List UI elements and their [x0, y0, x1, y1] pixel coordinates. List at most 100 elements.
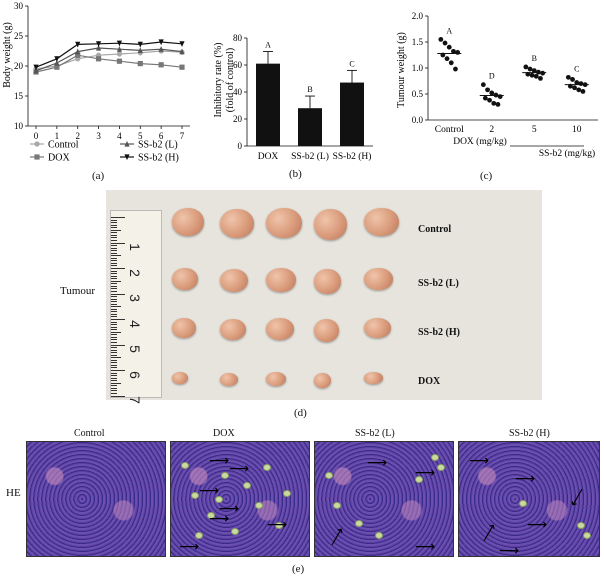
- arrow-icon: ⟶: [267, 517, 288, 533]
- arrow-icon: ⟶: [367, 455, 388, 471]
- chart-b-bar: [298, 108, 322, 146]
- necrotic-cell-marker: [231, 528, 239, 535]
- necrotic-cell-marker: [519, 500, 527, 507]
- chart-b-xtick-label: SS-b2 (L): [291, 151, 329, 162]
- tumour-row-title: Tumour: [60, 285, 96, 297]
- tumour-sample: [364, 208, 399, 236]
- chart-a-point: [116, 46, 123, 52]
- ruler-number: 2: [126, 268, 143, 277]
- chart-a-point: [54, 64, 60, 70]
- chart-a: 10 15 20 25 30 0 1 2 3 4 5 6 7 Control SS-b2 (L) DOX SS-…: [2, 1, 190, 164]
- arrow-icon: ⟶: [515, 471, 536, 487]
- chart-a-point: [179, 41, 185, 47]
- chart-c-ytick-label: 0.0: [412, 115, 424, 125]
- ruler-number: 6: [126, 370, 143, 379]
- he-row-label: HE: [6, 487, 21, 499]
- chart-a-point: [75, 52, 81, 58]
- chart-a-point: [33, 64, 39, 71]
- chart-a-line-3: [35, 41, 183, 68]
- he-title-control: Control: [74, 428, 105, 439]
- tumour-row-label-ssb2-h: SS-b2 (H): [418, 327, 460, 338]
- arrow-icon: ⟶: [325, 524, 349, 550]
- chart-a-legend-label: SS-b2 (H): [138, 153, 179, 164]
- chart-a-xtick-label: 2: [75, 131, 80, 141]
- chart-a-point: [95, 44, 102, 51]
- tumour-sample: [220, 269, 248, 292]
- necrotic-cell-marker: [195, 532, 203, 539]
- chart-c-point: [487, 97, 492, 103]
- chart-c-xtick-label: 2: [489, 125, 494, 135]
- tumour-sample: [172, 372, 188, 384]
- chart-b-xtick-label: SS-b2 (H): [333, 151, 372, 162]
- chart-c-point: [529, 72, 535, 78]
- chart-c-point: [455, 50, 461, 55]
- chart-c-point: [572, 85, 577, 91]
- ruler: 1 2 3 4 5 6 7: [110, 210, 162, 404]
- chart-a-point: [137, 61, 143, 67]
- necrotic-cell-marker: [415, 476, 423, 483]
- necrotic-cell-marker: [583, 532, 591, 539]
- chart-a-ytick-label: 10: [14, 121, 24, 131]
- arrow-icon: ⟶: [527, 517, 548, 533]
- chart-a-xtick-label: 1: [55, 131, 60, 141]
- necrotic-cell-marker: [191, 492, 199, 499]
- chart-c-point: [565, 74, 571, 80]
- he-title-ssb2-h: SS-b2 (H): [509, 428, 550, 439]
- chart-c-point: [438, 37, 444, 42]
- chart-c: 0.0 0.5 1.0 1.5 2.0 A Control D 2 B 5 C 10 Tumour we…: [396, 11, 598, 159]
- chart-c-point: [576, 87, 582, 93]
- chart-b: 0 20 40 60 80 A DOX B SS-b2 (L) C SS-b2 (H) Inhibi…: [213, 33, 373, 162]
- chart-c-point: [540, 70, 546, 76]
- panel-label-c: (c): [480, 170, 493, 182]
- chart-c-point: [493, 92, 499, 98]
- chart-a-legend-label: DOX: [48, 153, 70, 164]
- chart-b-letter: A: [265, 41, 271, 50]
- chart-a-legend-label: SS-b2 (L): [138, 140, 178, 151]
- tumour-sample: [220, 373, 238, 386]
- arrow-icon: ⟶: [469, 453, 490, 469]
- arrow-icon: ⟶: [199, 483, 220, 499]
- chart-a-point: [158, 39, 164, 46]
- chart-a-xtick-label: 3: [96, 131, 101, 141]
- chart-c-point: [533, 73, 539, 79]
- chart-c-point: [451, 48, 456, 54]
- ruler-number: 3: [126, 294, 143, 302]
- panel-label-a: (a): [92, 170, 105, 182]
- chart-c-point: [531, 68, 537, 73]
- chart-a-point: [54, 59, 60, 66]
- chart-c-ytick-label: 1.5: [412, 37, 424, 47]
- chart-c-point: [495, 102, 501, 107]
- panel-label-b: (b): [289, 168, 302, 180]
- necrotic-cell-marker: [375, 532, 383, 539]
- chart-c-point: [570, 77, 575, 82]
- arrow-icon: ⟶: [209, 511, 230, 527]
- tumour-sample: [266, 208, 302, 238]
- chart-c-point: [538, 76, 543, 81]
- tumour-sample: [172, 268, 198, 290]
- tumour-sample: [172, 318, 196, 338]
- tumour-sample: [266, 372, 286, 386]
- chart-b-ylabel2: (fold of control): [225, 48, 236, 112]
- chart-b-ytick-label: 0: [238, 141, 243, 151]
- chart-a-point: [179, 48, 185, 55]
- chart-b-bar: [340, 82, 364, 146]
- chart-b-bar: [256, 63, 280, 146]
- chart-c-point: [489, 90, 495, 96]
- necrotic-cell-marker: [325, 472, 333, 479]
- chart-c-point: [491, 100, 497, 106]
- chart-a-point: [179, 64, 185, 70]
- arrow-icon: ⟶: [219, 501, 240, 517]
- chart-a-line-1: [35, 54, 183, 73]
- chart-a-point: [33, 67, 39, 74]
- panel-label-e: (e): [292, 563, 305, 575]
- arrow-icon: ⟶: [477, 520, 501, 546]
- chart-a-xtick-label: 6: [159, 131, 164, 141]
- chart-c-point: [453, 66, 458, 72]
- tumour-sample: [220, 209, 254, 238]
- chart-a-ytick-label: 20: [14, 61, 24, 71]
- chart-c-point: [578, 81, 584, 86]
- arrow-icon: ⟶: [499, 543, 520, 559]
- tumour-row-label-ssb2-l: SS-b2 (L): [418, 278, 459, 289]
- tumour-row-label-control: Control: [418, 224, 452, 235]
- chart-c-ylabel: Tumour weight (g): [396, 32, 407, 108]
